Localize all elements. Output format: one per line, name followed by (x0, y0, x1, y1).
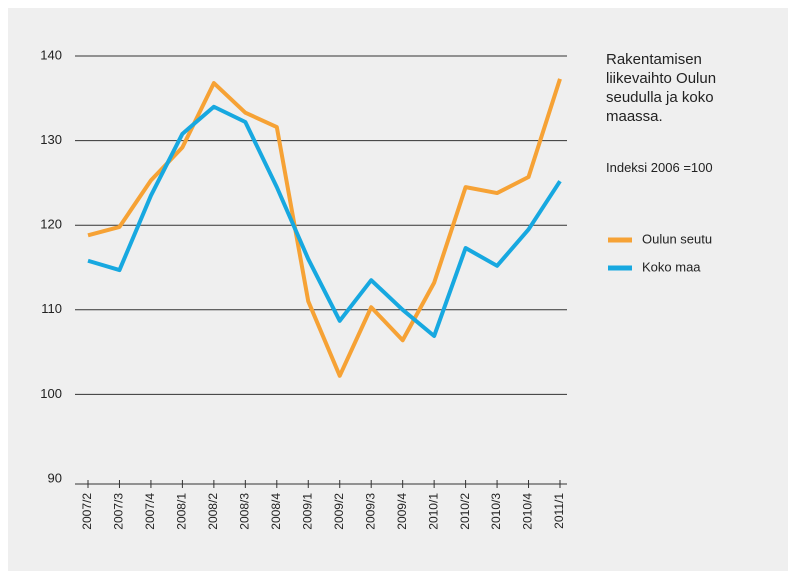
background (8, 8, 788, 571)
legend-label: Koko maa (642, 259, 701, 274)
x-tick-label: 2007/3 (112, 493, 126, 530)
x-tick-label: 2008/2 (206, 493, 220, 530)
y-tick-label: 140 (40, 47, 62, 62)
x-tick-label: 2009/3 (363, 493, 377, 530)
x-tick-label: 2010/4 (521, 493, 535, 530)
legend-label: Oulun seutu (642, 231, 712, 246)
chart-title: Rakentamisen liikevaihto Oulun seudulla … (606, 51, 717, 125)
y-tick-label: 120 (40, 217, 62, 232)
y-tick-label: 130 (40, 132, 62, 147)
x-tick-label: 2007/4 (143, 493, 157, 530)
x-tick-label: 2010/3 (489, 493, 503, 530)
x-tick-label: 2011/1 (552, 493, 566, 529)
chart-subtitle: Indeksi 2006 =100 (606, 160, 713, 175)
x-tick-label: 2008/3 (238, 493, 252, 530)
x-tick-label: 2010/1 (426, 493, 440, 530)
y-tick-label: 100 (40, 386, 62, 401)
x-tick-label: 2008/4 (269, 493, 283, 530)
y-tick-label: 110 (41, 301, 62, 316)
x-tick-label: 2009/1 (300, 493, 314, 530)
y-tick-label: 90 (48, 470, 62, 485)
x-tick-label: 2008/1 (175, 493, 189, 530)
x-tick-label: 2009/4 (395, 493, 409, 530)
x-tick-label: 2010/2 (458, 493, 472, 530)
line-series (87, 104, 562, 339)
x-tick-label: 2007/2 (80, 493, 94, 530)
x-tick-label: 2009/2 (332, 493, 346, 530)
